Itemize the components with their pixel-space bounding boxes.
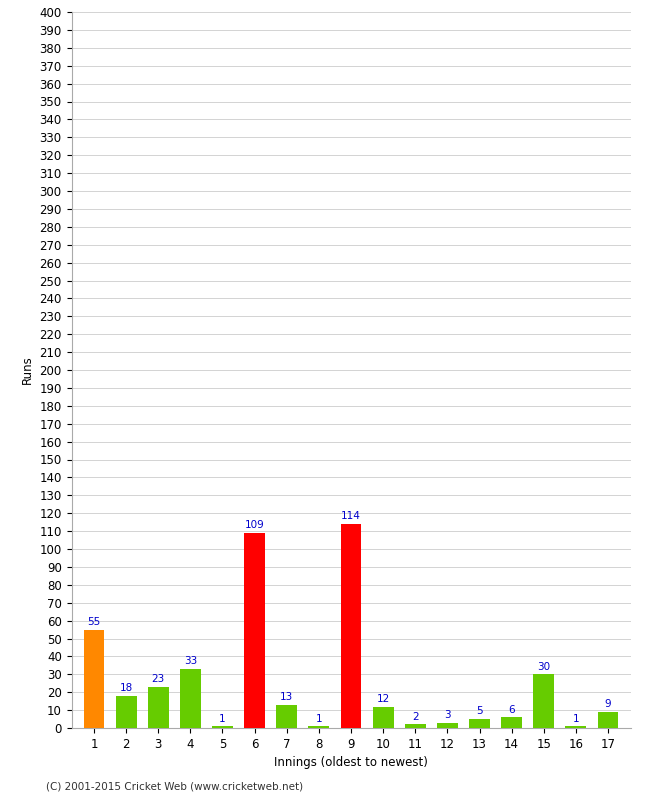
Bar xyxy=(276,705,297,728)
Text: (C) 2001-2015 Cricket Web (www.cricketweb.net): (C) 2001-2015 Cricket Web (www.cricketwe… xyxy=(46,782,303,792)
Text: 23: 23 xyxy=(151,674,165,684)
Text: 12: 12 xyxy=(376,694,390,704)
Bar xyxy=(469,719,490,728)
Bar xyxy=(597,712,618,728)
Y-axis label: Runs: Runs xyxy=(21,356,34,384)
Bar xyxy=(180,669,201,728)
Bar xyxy=(309,726,330,728)
Text: 13: 13 xyxy=(280,692,293,702)
Text: 55: 55 xyxy=(87,617,101,627)
Text: 33: 33 xyxy=(184,656,197,666)
Bar xyxy=(533,674,554,728)
Text: 1: 1 xyxy=(315,714,322,723)
Text: 109: 109 xyxy=(245,520,265,530)
Text: 2: 2 xyxy=(412,712,419,722)
Bar xyxy=(372,706,393,728)
Text: 6: 6 xyxy=(508,705,515,714)
Bar xyxy=(341,524,361,728)
Bar xyxy=(212,726,233,728)
X-axis label: Innings (oldest to newest): Innings (oldest to newest) xyxy=(274,756,428,770)
Bar xyxy=(405,725,426,728)
Text: 5: 5 xyxy=(476,706,483,716)
Text: 3: 3 xyxy=(444,710,450,720)
Text: 114: 114 xyxy=(341,511,361,522)
Text: 9: 9 xyxy=(604,699,611,710)
Bar xyxy=(116,696,136,728)
Bar xyxy=(148,687,169,728)
Bar xyxy=(84,630,105,728)
Bar xyxy=(501,718,522,728)
Text: 30: 30 xyxy=(537,662,551,672)
Text: 1: 1 xyxy=(573,714,579,723)
Bar xyxy=(244,533,265,728)
Bar xyxy=(437,722,458,728)
Bar xyxy=(566,726,586,728)
Text: 1: 1 xyxy=(219,714,226,723)
Text: 18: 18 xyxy=(120,683,133,693)
